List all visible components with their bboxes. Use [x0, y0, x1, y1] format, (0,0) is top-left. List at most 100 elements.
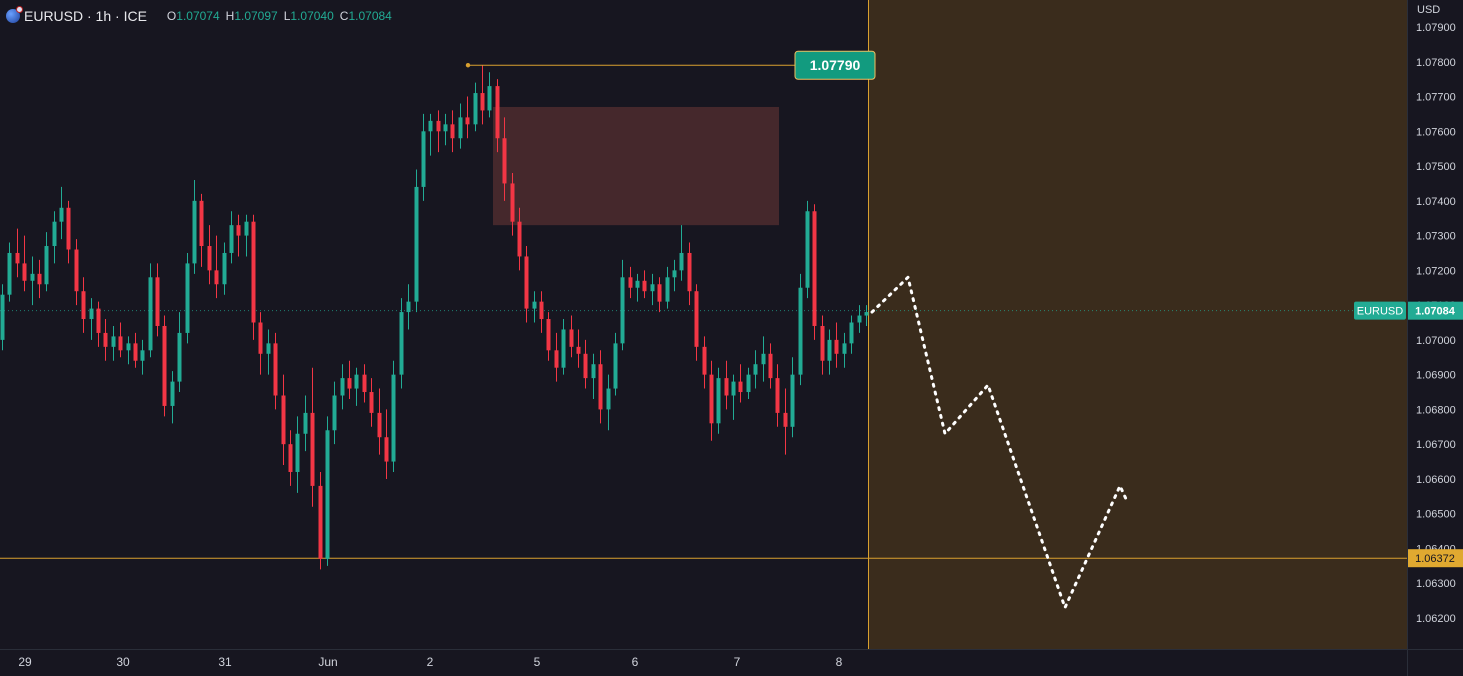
candle-body[interactable]	[598, 364, 603, 410]
candle-body[interactable]	[281, 395, 286, 445]
candle-body[interactable]	[96, 308, 101, 333]
candle-body[interactable]	[775, 378, 780, 413]
candle-body[interactable]	[761, 353, 766, 365]
candle-body[interactable]	[473, 93, 478, 125]
candle-body[interactable]	[642, 280, 647, 292]
current-price-badge[interactable]	[1408, 301, 1463, 320]
candle-body[interactable]	[487, 86, 492, 111]
candle-body[interactable]	[288, 444, 293, 472]
candle-body[interactable]	[561, 329, 566, 368]
candle-body[interactable]	[214, 270, 219, 285]
candle-body[interactable]	[790, 374, 795, 427]
candle-body[interactable]	[665, 277, 670, 302]
candle-body[interactable]	[59, 207, 64, 222]
candle-body[interactable]	[236, 225, 241, 236]
candle-body[interactable]	[428, 120, 433, 132]
supply-zone[interactable]	[493, 106, 779, 226]
candle-body[interactable]	[716, 378, 721, 424]
candle-body[interactable]	[44, 246, 49, 285]
candle-body[interactable]	[7, 252, 12, 295]
candle-body[interactable]	[258, 322, 263, 354]
candle-body[interactable]	[849, 322, 854, 344]
candle-body[interactable]	[81, 291, 86, 320]
candle-body[interactable]	[369, 392, 374, 413]
candle-body[interactable]	[436, 120, 441, 132]
candle-body[interactable]	[199, 200, 204, 247]
time-scale[interactable]	[0, 649, 1407, 676]
candle-body[interactable]	[576, 346, 581, 354]
candle-body[interactable]	[650, 284, 655, 292]
candle-body[interactable]	[724, 378, 729, 396]
candle-body[interactable]	[273, 343, 278, 396]
candle-body[interactable]	[170, 381, 175, 406]
candle-body[interactable]	[140, 350, 145, 361]
candle-body[interactable]	[458, 117, 463, 139]
high-marker-dot[interactable]	[465, 63, 471, 68]
candle-body[interactable]	[66, 207, 71, 250]
candle-body[interactable]	[15, 252, 20, 264]
candle-body[interactable]	[340, 378, 345, 396]
candle-body[interactable]	[783, 412, 788, 427]
candle-body[interactable]	[532, 301, 537, 309]
candle-body[interactable]	[126, 343, 131, 351]
candle-body[interactable]	[30, 273, 35, 281]
candle-body[interactable]	[539, 301, 544, 320]
candle-body[interactable]	[672, 270, 677, 278]
candle-body[interactable]	[746, 374, 751, 393]
candle-body[interactable]	[827, 339, 832, 361]
forecast-zone[interactable]	[868, 0, 1407, 649]
candle-body[interactable]	[185, 263, 190, 333]
candle-body[interactable]	[510, 183, 515, 222]
candle-body[interactable]	[731, 381, 736, 396]
support-level-badge[interactable]	[1408, 549, 1463, 568]
candle-body[interactable]	[606, 388, 611, 410]
candle-body[interactable]	[192, 200, 197, 264]
candle-body[interactable]	[377, 412, 382, 438]
candle-body[interactable]	[620, 277, 625, 344]
candle-body[interactable]	[443, 124, 448, 132]
candle-body[interactable]	[74, 249, 79, 292]
candle-body[interactable]	[266, 343, 271, 354]
candle-body[interactable]	[524, 256, 529, 309]
candle-body[interactable]	[111, 336, 116, 347]
candle-body[interactable]	[798, 287, 803, 375]
candle-body[interactable]	[465, 117, 470, 125]
candle-body[interactable]	[222, 252, 227, 285]
candle-body[interactable]	[325, 430, 330, 559]
candle-body[interactable]	[406, 301, 411, 313]
candle-body[interactable]	[118, 336, 123, 351]
candle-body[interactable]	[694, 291, 699, 347]
candle-body[interactable]	[517, 221, 522, 257]
candle-body[interactable]	[546, 319, 551, 351]
candle-body[interactable]	[753, 364, 758, 375]
candle-body[interactable]	[332, 395, 337, 431]
candle-body[interactable]	[310, 412, 315, 486]
forecast-path[interactable]	[870, 274, 1130, 612]
candle-body[interactable]	[450, 124, 455, 139]
candle-body[interactable]	[303, 412, 308, 434]
candle-body[interactable]	[864, 312, 869, 316]
candle-body[interactable]	[399, 312, 404, 375]
currency-label[interactable]: USD	[1417, 4, 1441, 16]
candle-body[interactable]	[391, 374, 396, 462]
candle-body[interactable]	[133, 343, 138, 361]
candle-body[interactable]	[414, 186, 419, 302]
candle-body[interactable]	[702, 346, 707, 375]
candle-body[interactable]	[812, 211, 817, 326]
candle-body[interactable]	[207, 246, 212, 271]
candle-body[interactable]	[155, 277, 160, 326]
candle-body[interactable]	[103, 332, 108, 347]
candle-body[interactable]	[295, 433, 300, 472]
candle-body[interactable]	[495, 86, 500, 139]
symbol-legend[interactable]: EURUSD · 1h · ICE O 1.07074 H 1.07097 L 1.0…	[6, 6, 392, 26]
candle-body[interactable]	[768, 353, 773, 379]
candle-body[interactable]	[362, 374, 367, 393]
candle-body[interactable]	[583, 353, 588, 379]
candle-body[interactable]	[569, 329, 574, 347]
candle-body[interactable]	[635, 280, 640, 288]
candle-body[interactable]	[591, 364, 596, 379]
candle-body[interactable]	[148, 277, 153, 351]
candle-body[interactable]	[857, 315, 862, 323]
